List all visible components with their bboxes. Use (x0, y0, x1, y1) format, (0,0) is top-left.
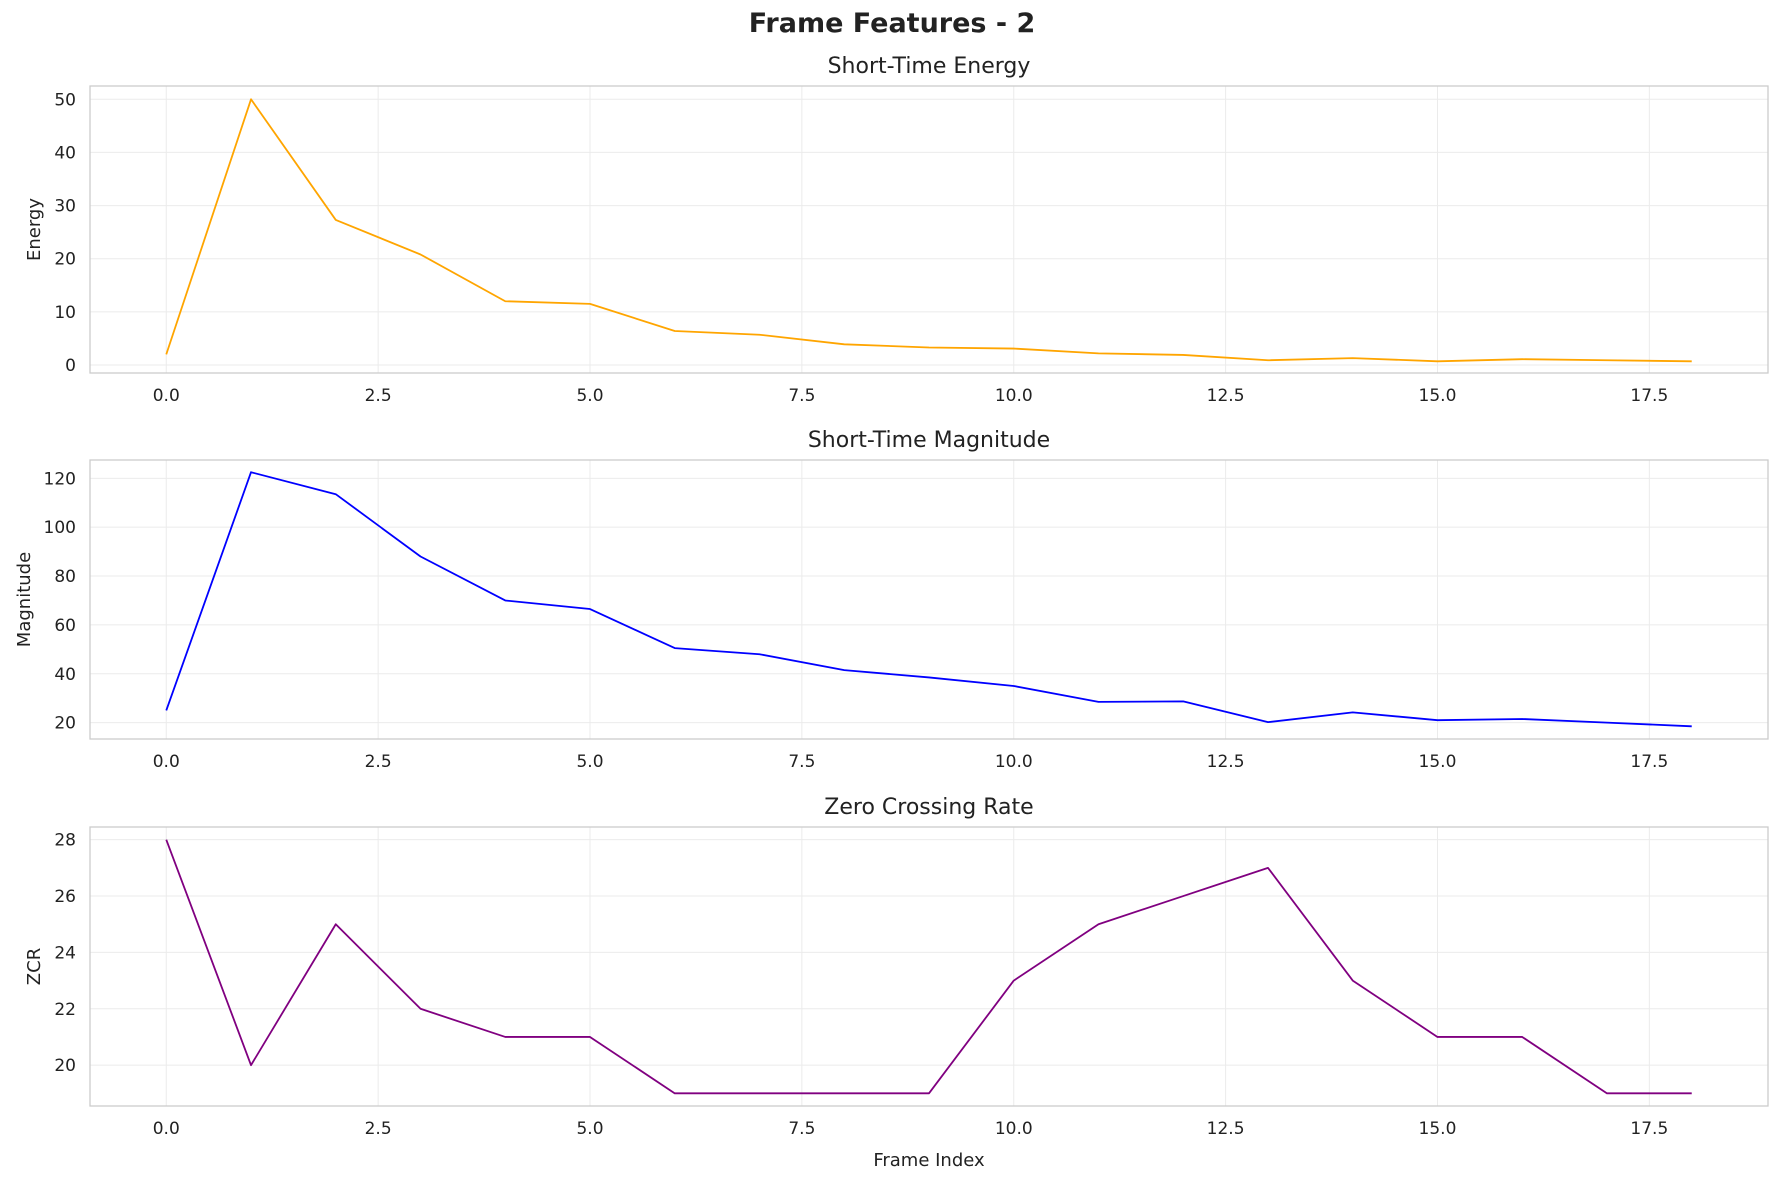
x-tick-label-0: 0.0 (153, 386, 180, 406)
x-tick-label-7: 17.5 (1630, 386, 1668, 406)
y-tick-label-4: 100 (44, 518, 76, 538)
y-tick-label-0: 0 (65, 356, 76, 376)
y-tick-label-5: 120 (44, 469, 76, 489)
x-tick-label-5: 12.5 (1207, 752, 1245, 772)
y-tick-label-2: 60 (54, 616, 76, 636)
x-tick-label-4: 10.0 (995, 752, 1033, 772)
x-tick-label-4: 10.0 (995, 386, 1033, 406)
y-tick-label-0: 20 (54, 1056, 76, 1076)
y-axis-label: Magnitude (14, 552, 35, 647)
y-tick-label-2: 24 (54, 943, 76, 963)
y-tick-label-3: 30 (54, 197, 76, 217)
x-tick-label-2: 5.0 (576, 386, 603, 406)
x-tick-label-1: 2.5 (365, 1119, 392, 1139)
y-tick-label-1: 40 (54, 665, 76, 685)
y-tick-label-1: 22 (54, 1000, 76, 1020)
plot-frame (89, 459, 1769, 740)
plot-frame (89, 826, 1769, 1107)
x-tick-label-6: 15.0 (1419, 1119, 1457, 1139)
y-tick-label-3: 80 (54, 567, 76, 587)
series-line-0 (165, 839, 1692, 1095)
x-tick-label-6: 15.0 (1419, 386, 1457, 406)
y-tick-label-5: 50 (54, 90, 76, 110)
y-axis-label: ZCR (24, 948, 45, 985)
x-tick-label-4: 10.0 (995, 1119, 1033, 1139)
x-tick-label-3: 7.5 (788, 386, 815, 406)
y-tick-label-1: 10 (54, 303, 76, 323)
x-tick-label-0: 0.0 (153, 752, 180, 772)
subplot-title: Short-Time Magnitude (808, 428, 1050, 453)
x-tick-label-3: 7.5 (788, 1119, 815, 1139)
subplot-2: 0.0 2.5 5.0 7.5 10.0 12.5 15.0 17.5 20 40 60 80 100 1… (14, 428, 1769, 772)
y-tick-label-4: 40 (54, 143, 76, 163)
x-tick-label-7: 17.5 (1630, 752, 1668, 772)
x-tick-label-6: 15.0 (1419, 752, 1457, 772)
series-line-0 (165, 471, 1692, 728)
subplot-3: 0.0 2.5 5.0 7.5 10.0 12.5 15.0 17.5 20 22 24 26 28 Ze… (24, 795, 1769, 1171)
x-axis-label: Frame Index (873, 1150, 985, 1171)
x-tick-label-1: 2.5 (365, 386, 392, 406)
x-tick-label-1: 2.5 (365, 752, 392, 772)
x-tick-label-5: 12.5 (1207, 1119, 1245, 1139)
plot-frame (89, 85, 1769, 374)
x-tick-label-0: 0.0 (153, 1119, 180, 1139)
x-tick-label-7: 17.5 (1630, 1119, 1668, 1139)
x-tick-label-2: 5.0 (576, 1119, 603, 1139)
series-line-0 (165, 98, 1692, 363)
figure-title: Frame Features - 2 (748, 8, 1036, 39)
y-tick-label-4: 28 (54, 831, 76, 851)
x-tick-label-2: 5.0 (576, 752, 603, 772)
x-tick-label-3: 7.5 (788, 752, 815, 772)
subplot-title: Short-Time Energy (828, 54, 1031, 79)
y-axis-label: Energy (24, 198, 45, 261)
subplot-1: 0.0 2.5 5.0 7.5 10.0 12.5 15.0 17.5 0 10 20 30 40 50 S… (24, 54, 1769, 406)
y-tick-label-2: 20 (54, 250, 76, 270)
y-tick-label-0: 20 (54, 714, 76, 734)
subplot-title: Zero Crossing Rate (824, 795, 1033, 820)
x-tick-label-5: 12.5 (1207, 386, 1245, 406)
y-tick-label-3: 26 (54, 887, 76, 907)
